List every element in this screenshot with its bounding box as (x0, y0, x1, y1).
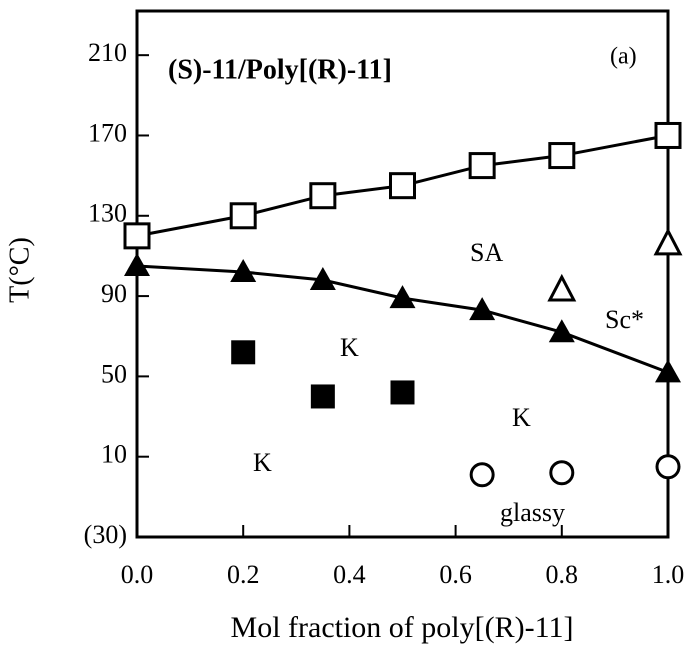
annotation: K (253, 448, 272, 477)
x-tick-label: 0.8 (546, 560, 579, 589)
open-square-marker (123, 222, 151, 250)
open-circle-marker (549, 460, 575, 486)
filled-triangle-marker (655, 359, 681, 383)
open-triangle-marker (653, 227, 683, 256)
filled-triangle-marker (230, 258, 257, 282)
filled-triangle-marker (389, 285, 416, 309)
plot-frame (135, 9, 670, 539)
y-axis-label: T(°C) (4, 237, 35, 303)
annotation: glassy (500, 498, 565, 527)
chart-title: (S)-11/Poly[(R)-11] (168, 54, 392, 85)
annotation: SA (470, 238, 503, 267)
x-tick-label: 0.6 (439, 560, 472, 589)
y-tick-label: 210 (88, 38, 127, 67)
y-tick-label: 170 (88, 118, 127, 147)
open-square-marker (389, 172, 416, 200)
filled-triangle-marker (309, 267, 336, 291)
annotation: K (340, 333, 359, 362)
filled-triangle-marker (124, 252, 150, 276)
filled-square-marker (390, 380, 415, 405)
open-square-marker (654, 121, 682, 149)
filled-triangle-marker (469, 297, 496, 321)
annotation: K (512, 403, 531, 432)
x-tick-label: 0.4 (333, 560, 366, 589)
x-tick-label: 1.0 (652, 560, 685, 589)
annotation: Sc* (605, 305, 644, 334)
y-tick-label: (30) (84, 520, 127, 549)
curve (136, 264, 669, 374)
open-circle-marker (655, 454, 681, 480)
open-square-marker (468, 152, 496, 180)
y-tick-label: 130 (88, 199, 127, 228)
filled-triangle-marker (548, 319, 575, 343)
open-circle-marker (469, 462, 495, 488)
open-square-marker (229, 202, 257, 230)
filled-square-marker (231, 340, 256, 365)
y-tick-label: 50 (101, 359, 127, 388)
open-square-marker (548, 142, 576, 170)
open-square-marker (309, 182, 337, 210)
y-tick-label: 10 (101, 440, 127, 469)
x-tick-label: 0.0 (121, 560, 154, 589)
open-triangle-marker (547, 273, 577, 302)
filled-square-marker (310, 384, 335, 409)
panel-label: (a) (610, 44, 637, 70)
x-tick-label: 0.2 (227, 560, 260, 589)
x-axis-label: Mol fraction of poly[(R)-11] (231, 611, 574, 644)
y-tick-label: 90 (101, 279, 127, 308)
